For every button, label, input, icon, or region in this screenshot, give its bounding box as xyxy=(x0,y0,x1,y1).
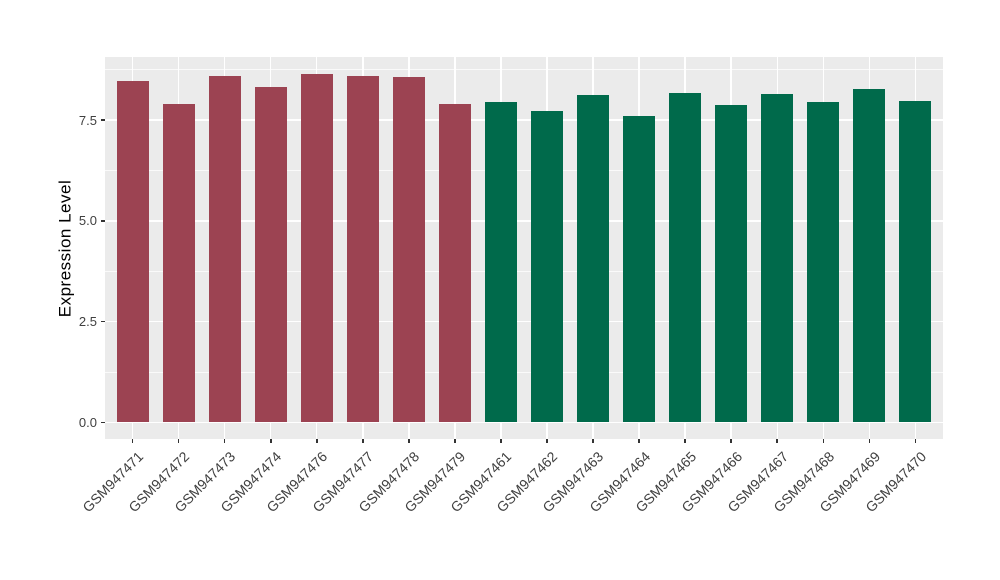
x-tick-mark xyxy=(914,438,917,443)
bar xyxy=(530,110,564,423)
x-tick-mark xyxy=(500,438,502,443)
x-tick-mark xyxy=(270,438,272,443)
bar xyxy=(254,87,287,423)
bar xyxy=(300,73,333,423)
bar xyxy=(484,102,518,423)
y-tick-label: 7.5 xyxy=(78,112,97,128)
x-tick-mark xyxy=(408,438,410,443)
x-tick-mark xyxy=(822,438,825,443)
x-tick-mark xyxy=(684,438,686,443)
bar xyxy=(622,116,656,423)
bar xyxy=(853,89,886,423)
y-tick-label: 2.5 xyxy=(78,314,97,330)
y-tick-mark xyxy=(100,220,105,222)
bar xyxy=(899,100,932,423)
bar xyxy=(715,105,748,423)
x-tick-mark xyxy=(638,438,640,443)
x-tick-mark xyxy=(546,438,548,443)
bar xyxy=(576,95,610,423)
x-tick-mark xyxy=(131,438,134,443)
bar xyxy=(116,80,149,423)
bar xyxy=(392,77,425,423)
x-tick-mark xyxy=(223,438,226,443)
x-tick-mark xyxy=(362,438,364,443)
y-axis-title: Expression Level xyxy=(55,179,75,318)
bar xyxy=(346,75,379,423)
y-tick-mark xyxy=(100,421,105,424)
x-tick-mark xyxy=(454,438,456,443)
x-tick-mark xyxy=(316,438,318,443)
x-tick-mark xyxy=(592,438,594,443)
bar xyxy=(208,75,241,423)
bar xyxy=(162,104,195,423)
bar xyxy=(761,93,794,423)
x-tick-mark xyxy=(868,438,871,443)
bar xyxy=(807,102,840,423)
bar xyxy=(669,92,702,423)
x-tick-mark xyxy=(730,438,732,443)
y-tick-mark xyxy=(100,320,105,323)
y-tick-mark xyxy=(100,119,105,121)
y-tick-label: 0.0 xyxy=(78,414,97,430)
x-tick-mark xyxy=(776,438,778,443)
bar xyxy=(438,103,472,423)
y-tick-label: 5.0 xyxy=(78,213,97,229)
x-tick-mark xyxy=(177,438,180,443)
